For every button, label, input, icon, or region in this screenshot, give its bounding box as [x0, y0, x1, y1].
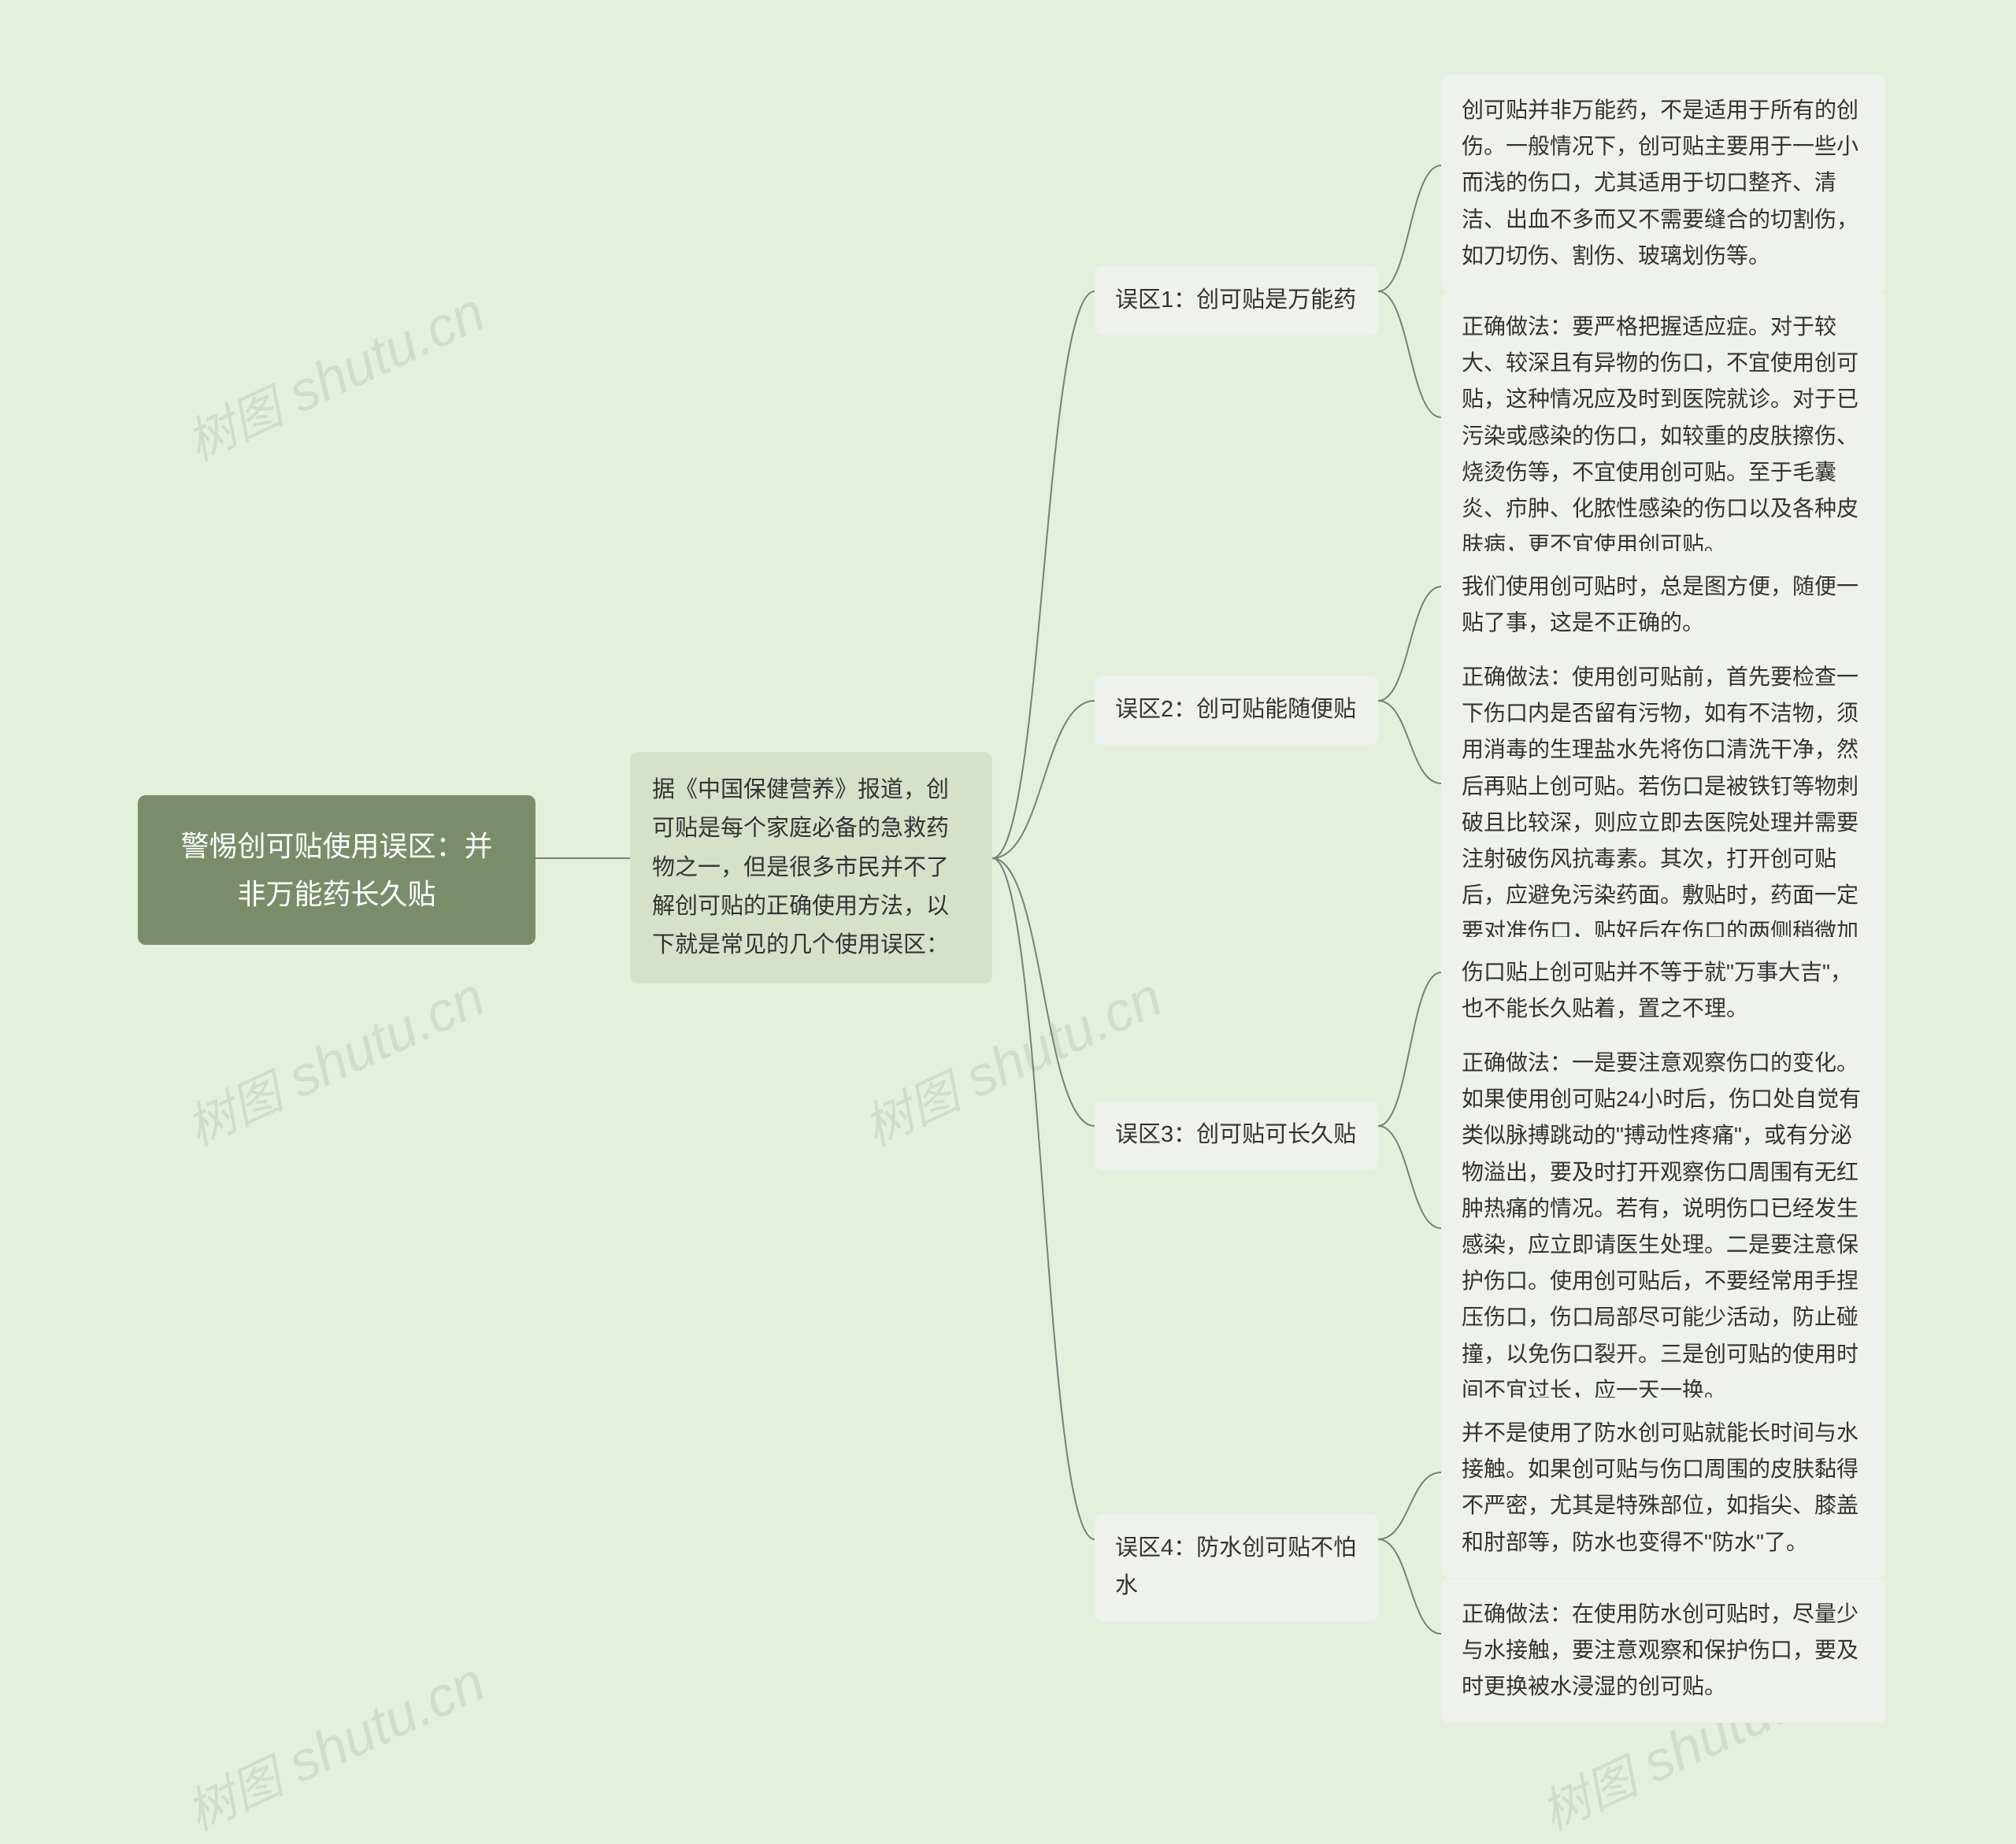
leaf-1-2-text: 正确做法：要严格把握适应症。对于较大、较深且有异物的伤口，不宜使用创可贴，这种情… [1462, 314, 1858, 557]
leaf-3-2-text: 正确做法：一是要注意观察伤口的变化。如果使用创可贴24小时后，伤口处自觉有类似脉… [1462, 1050, 1861, 1402]
intro-text: 据《中国保健营养》报道，创可贴是每个家庭必备的急救药物之一，但是很多市民并不了解… [652, 777, 949, 957]
watermark: 树图 shutu.cn [173, 274, 495, 474]
section-2-label: 误区2：创可贴能随便贴 [1115, 697, 1356, 722]
leaf-3-2: 正确做法：一是要注意观察伤口的变化。如果使用创可贴24小时后，伤口处自觉有类似脉… [1441, 1028, 1886, 1426]
section-4-label: 误区4：防水创可贴不怕水 [1115, 1535, 1356, 1598]
section-1-label: 误区1：创可贴是万能药 [1115, 287, 1356, 313]
mindmap-canvas: 树图 shutu.cn 树图 shutu.cn 树图 shutu.cn 树图 s… [0, 0, 2016, 1815]
leaf-2-2-text: 正确做法：使用创可贴前，首先要检查一下伤口内是否留有污物，如有不洁物，须用消毒的… [1462, 665, 1858, 980]
section-3-label: 误区3：创可贴可长久贴 [1115, 1122, 1356, 1147]
intro-node: 据《中国保健营养》报道，创可贴是每个家庭必备的急救药物之一，但是很多市民并不了解… [630, 752, 992, 983]
watermark: 树图 shutu.cn [173, 959, 495, 1159]
watermark: 树图 shutu.cn [173, 1644, 495, 1844]
leaf-1-1-text: 创可贴并非万能药，不是适用于所有的创伤。一般情况下，创可贴主要用于一些小而浅的伤… [1462, 98, 1858, 268]
section-4: 误区4：防水创可贴不怕水 [1095, 1514, 1378, 1621]
root-line2: 非万能药长久贴 [237, 878, 435, 910]
leaf-1-1: 创可贴并非万能药，不是适用于所有的创伤。一般情况下，创可贴主要用于一些小而浅的伤… [1441, 75, 1886, 291]
leaf-1-2: 正确做法：要严格把握适应症。对于较大、较深且有异物的伤口，不宜使用创可贴，这种情… [1441, 291, 1886, 580]
leaf-4-2-text: 正确做法：在使用防水创可贴时，尽量少与水接触，要注意观察和保护伤口，要及时更换被… [1462, 1601, 1858, 1698]
root-line1: 警惕创可贴使用误区：并 [180, 830, 492, 862]
section-3: 误区3：创可贴可长久贴 [1095, 1101, 1378, 1170]
leaf-2-1-text: 我们使用创可贴时，总是图方便，随便一贴了事，这是不正确的。 [1462, 574, 1858, 635]
leaf-4-2: 正确做法：在使用防水创可贴时，尽量少与水接触，要注意观察和保护伤口，要及时更换被… [1441, 1579, 1886, 1723]
leaf-3-1-text: 伤口贴上创可贴并不等于就"万事大吉"，也不能长久贴着，置之不理。 [1462, 960, 1852, 1020]
section-1: 误区1：创可贴是万能药 [1095, 266, 1378, 335]
leaf-4-1: 并不是使用了防水创可贴就能长时间与水接触。如果创可贴与伤口周围的皮肤黏得不严密，… [1441, 1398, 1886, 1578]
leaf-4-1-text: 并不是使用了防水创可贴就能长时间与水接触。如果创可贴与伤口周围的皮肤黏得不严密，… [1462, 1420, 1858, 1554]
section-2: 误区2：创可贴能随便贴 [1095, 676, 1378, 745]
root-node: 警惕创可贴使用误区：并 非万能药长久贴 [138, 795, 536, 945]
